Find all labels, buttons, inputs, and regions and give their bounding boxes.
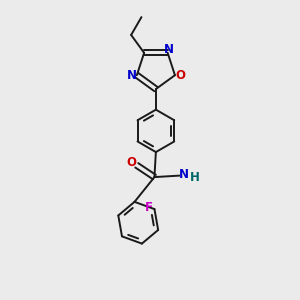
- Text: O: O: [175, 69, 185, 82]
- Text: N: N: [179, 168, 189, 181]
- Text: F: F: [145, 201, 153, 214]
- Text: N: N: [164, 43, 174, 56]
- Text: H: H: [190, 172, 200, 184]
- Text: O: O: [127, 156, 136, 169]
- Text: N: N: [127, 69, 136, 82]
